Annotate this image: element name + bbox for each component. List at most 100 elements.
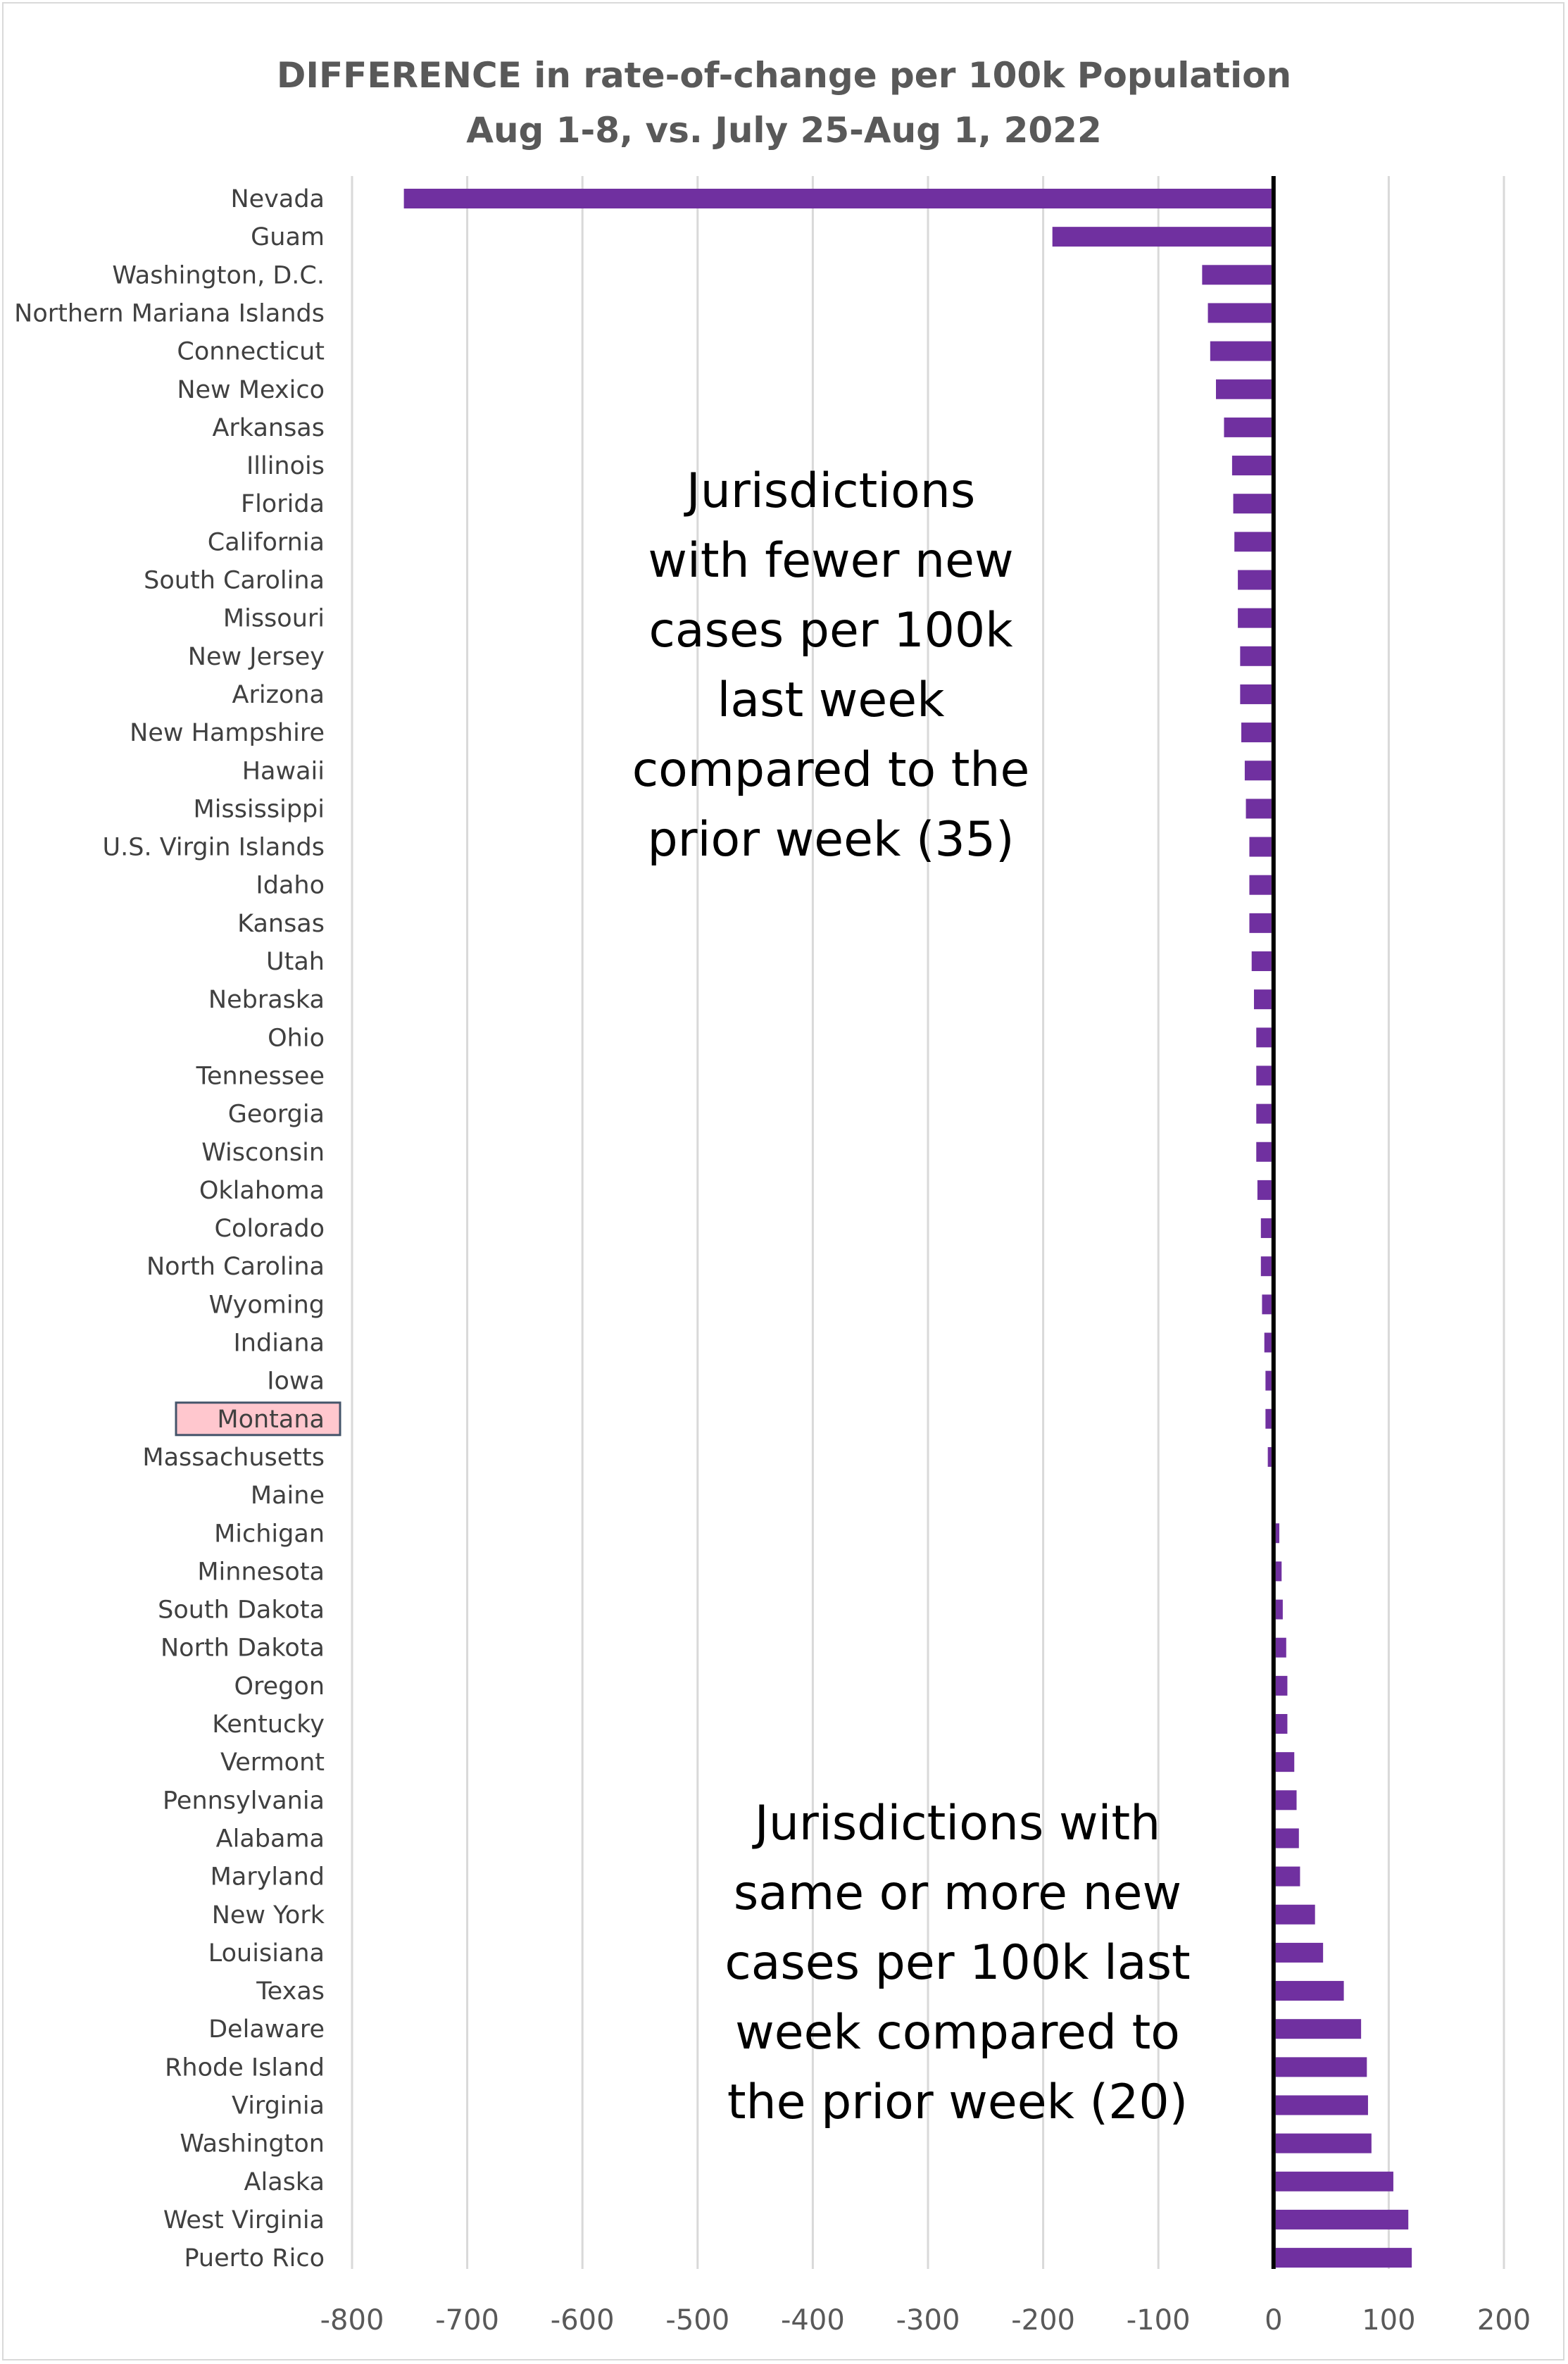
bar (1275, 1866, 1300, 1887)
bar (1260, 1218, 1272, 1239)
category-label: Missouri (223, 605, 325, 633)
annotation-line: week compared to (735, 2005, 1180, 2060)
bar (1275, 1637, 1286, 1658)
bar (1249, 837, 1272, 857)
category-label: South Dakota (158, 1596, 325, 1625)
bar (1257, 1180, 1272, 1200)
highlight-box (175, 1401, 341, 1437)
category-label: West Virginia (163, 2206, 325, 2234)
bar (1275, 1752, 1295, 1772)
bar (1231, 456, 1272, 476)
category-label: Oregon (234, 1672, 325, 1701)
x-tick-label: 0 (1265, 2304, 1282, 2337)
annotation-line: the prior week (20) (727, 2075, 1188, 2130)
bar (1275, 2057, 1367, 2077)
bar (1256, 1142, 1272, 1162)
bar (1216, 379, 1272, 399)
category-label: Puerto Rico (184, 2244, 325, 2272)
category-label: Alaska (244, 2168, 325, 2196)
x-tick-label: -700 (435, 2304, 499, 2337)
category-label: Mississippi (194, 795, 325, 823)
x-tick-label: -600 (551, 2304, 615, 2337)
category-label: Vermont (220, 1749, 325, 1777)
category-label: New York (212, 1901, 325, 1930)
annotation-line: Jurisdictions with (754, 1796, 1161, 1851)
category-label: Idaho (256, 872, 325, 900)
bar (1208, 303, 1272, 323)
bar (1251, 951, 1272, 971)
category-label: U.S. Virgin Islands (103, 834, 325, 862)
bar (1202, 265, 1272, 285)
x-tick-label: 200 (1477, 2304, 1531, 2337)
x-tick-label: -500 (665, 2304, 729, 2337)
category-label: Minnesota (197, 1558, 325, 1586)
category-label: Colorado (215, 1215, 325, 1243)
x-axis-ticks: -800 -700 -600 -500 -400 -300 -200 -100 0 100 200 (320, 2304, 1531, 2337)
bar (1275, 2171, 1393, 2191)
category-label: Georgia (228, 1101, 325, 1129)
bar (1234, 532, 1272, 552)
x-tick-label: -200 (1011, 2304, 1075, 2337)
bar (1253, 989, 1272, 1010)
bar (403, 189, 1272, 208)
bar (1233, 494, 1272, 514)
bar (1275, 2019, 1362, 2039)
category-label: Connecticut (177, 338, 325, 366)
category-label: Arkansas (212, 414, 325, 442)
annotation-line: prior week (35) (647, 812, 1015, 868)
chart-subtitle: Aug 1-8, vs. July 25-Aug 1, 2022 (466, 110, 1102, 151)
bar (1240, 684, 1272, 704)
category-label: California (208, 528, 325, 556)
category-label: Delaware (208, 2015, 325, 2044)
chart-title-block: DIFFERENCE in rate-of-change per 100k Po… (0, 48, 1568, 158)
category-label: Northern Mariana Islands (14, 299, 325, 327)
x-tick-label: -300 (896, 2304, 960, 2337)
annotation-line: compared to the (632, 742, 1030, 798)
category-label: Arizona (232, 681, 325, 709)
bar (1224, 417, 1272, 437)
annotation-line: last week (717, 673, 945, 728)
category-label: Washington, D.C. (112, 261, 325, 289)
category-label: Massachusetts (142, 1444, 325, 1472)
bar (1240, 646, 1272, 666)
category-label: Louisiana (208, 1939, 325, 1968)
x-tick-label: -400 (781, 2304, 845, 2337)
bar (1275, 1561, 1282, 1582)
bar (1275, 1523, 1279, 1544)
category-label: Iowa (267, 1368, 325, 1396)
category-label: Montana (217, 1406, 325, 1434)
bar (1275, 1790, 1297, 1810)
category-label: Illinois (246, 452, 325, 480)
category-labels: Nevada Guam Washington, D.C. Northern Maria… (14, 185, 341, 2272)
annotation-fewer-cases: Jurisdictions with fewer new cases per 100… (598, 456, 1063, 875)
category-label: North Carolina (146, 1253, 325, 1281)
category-label: Virginia (232, 2092, 325, 2120)
bar (1241, 723, 1272, 743)
category-label: New Hampshire (130, 719, 325, 747)
bar (1244, 761, 1272, 781)
bar (1052, 227, 1272, 247)
bar (1275, 2133, 1372, 2153)
bar (1275, 2248, 1412, 2268)
bar (1262, 1294, 1272, 1315)
annotation-line: same or more new (733, 1865, 1182, 1921)
bar (1265, 1408, 1272, 1429)
bar (1249, 875, 1272, 895)
annotation-line: Jurisdictions (686, 463, 976, 519)
category-label: Florida (241, 490, 325, 518)
bar (1246, 799, 1272, 819)
category-label: Ohio (268, 1024, 325, 1052)
category-label: New Mexico (177, 376, 325, 404)
chart-title: DIFFERENCE in rate-of-change per 100k Po… (276, 55, 1292, 96)
bars (403, 189, 1412, 2268)
category-label: Wisconsin (201, 1139, 325, 1167)
bar (1275, 1599, 1283, 1620)
category-label: Michigan (214, 1520, 325, 1548)
category-label: South Carolina (144, 567, 325, 595)
bar (1256, 1027, 1272, 1048)
category-label: Texas (256, 1977, 325, 2006)
category-label: Guam (251, 223, 325, 251)
bar (1238, 608, 1272, 628)
annotation-line: with fewer new (648, 533, 1014, 589)
